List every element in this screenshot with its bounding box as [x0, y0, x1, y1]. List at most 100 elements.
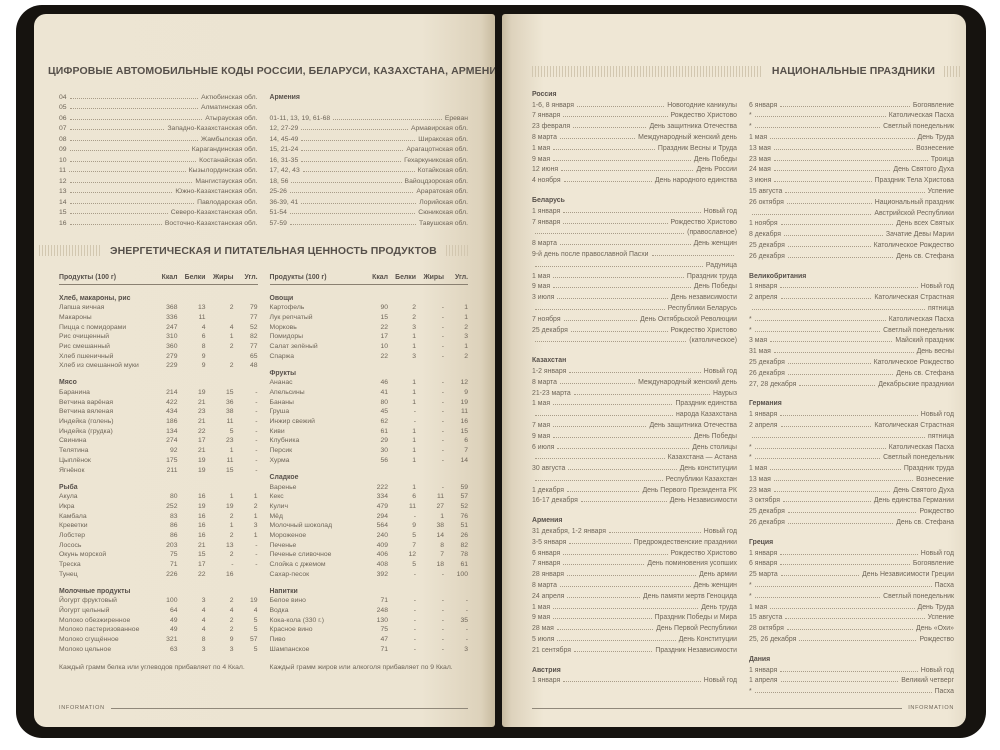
holiday-name: Новый год	[703, 367, 737, 375]
food-carbs: 57	[460, 493, 468, 501]
holiday-name: День Победы	[693, 432, 737, 440]
dotted-leader	[563, 211, 701, 213]
food-kcal: 63	[169, 645, 178, 653]
food-fat: 1	[229, 447, 234, 455]
food-fat: 2	[229, 616, 234, 624]
dotted-leader	[754, 447, 886, 449]
holiday-name: Новый год	[920, 411, 954, 419]
food-kcal: 46	[380, 379, 388, 387]
food-protein: -	[413, 512, 416, 520]
dotted-leader	[780, 224, 894, 226]
dotted-leader	[289, 213, 416, 214]
food-protein: 1	[412, 379, 416, 387]
country-section: Германия 1 января Новый год	[749, 397, 954, 526]
holiday-row: пятница	[749, 429, 954, 440]
holiday-name: День независимости	[670, 294, 737, 302]
food-fat: 1	[440, 512, 444, 520]
holiday-rows: 1 января Новый год 2 апреля Католическая…	[749, 280, 954, 387]
food-carbs: 1	[464, 313, 468, 321]
food-fat: -	[441, 408, 444, 416]
food-row: Печенье сливочное 406 12 7 78	[270, 549, 469, 558]
food-carbs: 61	[460, 561, 468, 568]
food-name: Ветчина варёная	[59, 398, 114, 406]
holiday-row: 6 июля День столицы	[532, 440, 737, 451]
holiday-row: * Католическая Пасха	[749, 109, 954, 119]
hatch-decoration	[944, 65, 960, 77]
food-fat: 2	[229, 551, 234, 559]
code-value: 25-26	[269, 188, 287, 195]
food-carbs: 1	[253, 531, 258, 539]
food-row: Рис очищенный 310 6 1 82	[59, 331, 258, 341]
holiday-row: 1-2 января Новый год	[532, 364, 737, 375]
holiday-name: Троица	[930, 155, 954, 163]
dotted-leader	[580, 501, 667, 503]
code-value: 05	[59, 104, 67, 111]
food-carbs: 26	[460, 531, 468, 539]
food-row: Лосось 203 21 13 -	[59, 539, 258, 549]
holiday-name: Республики Казахстан	[665, 475, 737, 483]
food-name: Хлеб из смешанной муки	[59, 362, 139, 370]
holiday-row: 1 ноября День всех Святых	[749, 217, 954, 227]
food-row: Йогурт цельный 64 4 4 4	[59, 604, 258, 614]
holiday-row: 9 мая День Победы	[532, 429, 737, 440]
dotted-leader	[291, 181, 402, 183]
food-carbs: 1	[253, 493, 258, 501]
food-kcal: 71	[169, 561, 178, 568]
region-name: Костанайская обл.	[199, 156, 258, 164]
food-protein: 5	[412, 561, 416, 568]
holiday-date: 8 марта	[532, 582, 557, 590]
food-row: Клубника 29 1 - 6	[270, 435, 469, 445]
dotted-leader	[69, 181, 193, 183]
food-protein: -	[413, 570, 416, 578]
holiday-rows: 1 января Новый год 2 апреля Католическая…	[749, 407, 954, 526]
food-fat: -	[441, 398, 444, 406]
holiday-name: Рождество Христово	[670, 112, 738, 120]
code-value: 14	[59, 198, 67, 206]
holiday-name: Майский праздник	[895, 337, 954, 345]
food-fat: 2	[229, 531, 234, 539]
food-kcal: 434	[166, 408, 178, 416]
food-kcal: 49	[169, 626, 178, 634]
food-kcal: 130	[376, 616, 388, 624]
food-kcal: 240	[376, 531, 388, 539]
holiday-date: *	[749, 688, 752, 696]
col-header-kcal: Ккал	[161, 273, 178, 281]
holiday-date: 3-5 января	[532, 538, 567, 546]
holiday-row: 1 мая День Труда	[749, 600, 954, 611]
dotted-leader	[752, 308, 925, 310]
food-name: Хурма	[269, 456, 290, 464]
holiday-row: 31 декабря, 1-2 января Новый год	[532, 524, 737, 535]
dotted-leader	[553, 159, 691, 161]
region-name: Сюникская обл.	[418, 209, 468, 216]
region-name: Ереван	[444, 114, 468, 122]
region-name: Карагандинская обл.	[191, 146, 258, 153]
food-protein: 17	[197, 561, 206, 568]
code-row: 17, 42, 43 Котайкская обл.	[270, 164, 469, 174]
dotted-leader	[770, 341, 893, 343]
dotted-leader	[69, 160, 197, 162]
food-carbs: -	[465, 607, 468, 615]
food-carbs: 5	[253, 626, 258, 634]
food-fat: -	[441, 437, 444, 445]
holiday-row: 24 мая День Святого Духа	[749, 163, 954, 173]
holiday-date: 2 апреля	[749, 421, 778, 429]
holiday-name: пятница	[927, 432, 954, 440]
code-value: 15, 21-24	[269, 146, 299, 153]
food-carbs: 9	[464, 389, 468, 396]
holiday-rows: 1 января Новый год 6 января Богоявление	[749, 546, 954, 643]
food-protein: 19	[197, 466, 206, 474]
dotted-leader	[786, 202, 872, 204]
region-name: Мангистауская обл.	[195, 177, 258, 185]
dotted-leader	[570, 330, 668, 332]
holiday-name: Рождество	[919, 508, 954, 516]
holiday-row: 9 мая Праздник Победы и Мира	[532, 611, 737, 621]
holiday-row: Радуница	[532, 258, 737, 269]
food-fat: 11	[226, 418, 234, 426]
spacer-row	[270, 101, 469, 112]
dotted-leader	[780, 415, 918, 417]
food-group-name: Сладкое	[269, 473, 299, 481]
food-name: Рис очищенный	[59, 333, 110, 341]
food-fat: -	[441, 427, 444, 435]
food-row: Помидоры 17 1 - 3	[270, 331, 469, 340]
holiday-date: 7 мая	[532, 421, 551, 429]
